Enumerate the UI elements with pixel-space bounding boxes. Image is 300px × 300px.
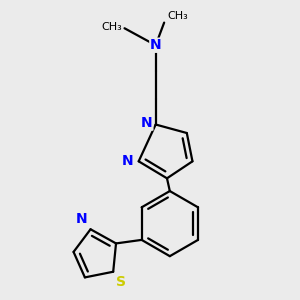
Text: CH₃: CH₃ — [167, 11, 188, 21]
Text: N: N — [150, 38, 161, 52]
Text: N: N — [76, 212, 88, 226]
Text: N: N — [141, 116, 153, 130]
Text: CH₃: CH₃ — [101, 22, 122, 32]
Text: S: S — [116, 274, 126, 289]
Text: N: N — [122, 154, 133, 168]
